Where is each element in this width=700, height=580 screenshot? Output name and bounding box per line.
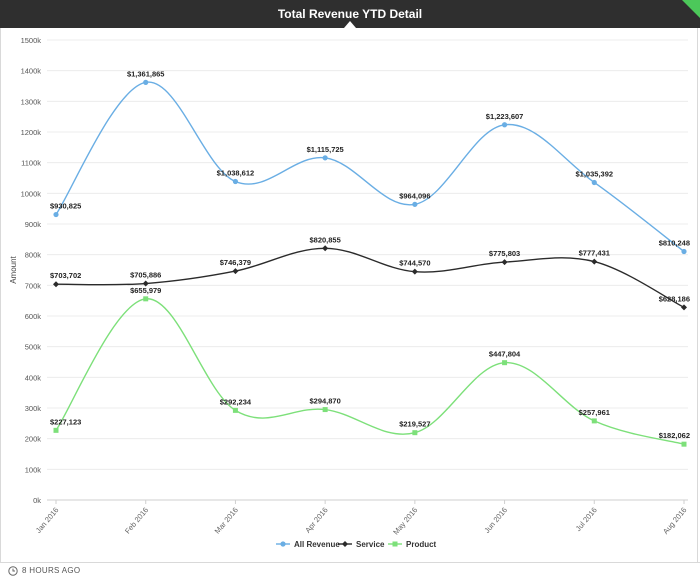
chart-header: Total Revenue YTD Detail [0,0,700,28]
y-tick-label: 600k [25,312,42,321]
data-label-all-revenue: $930,825 [50,202,81,211]
data-label-product: $219,527 [399,420,430,429]
chart-title: Total Revenue YTD Detail [277,7,423,21]
legend: All Revenue Service Product [276,540,437,549]
data-label-all-revenue: $1,115,725 [307,145,344,154]
clock-icon [8,566,18,576]
data-label-service: $746,379 [220,258,251,267]
y-tick-label: 1300k [21,97,42,106]
y-tick-label: 1400k [21,67,42,76]
x-tick-label: Apr 2016 [303,506,329,535]
data-point-product [53,427,59,433]
title-notch [344,21,356,28]
x-axis-ticks: Jan 2016 Feb 2016 Mar 2016 Apr 2016 May 2016… [34,506,689,537]
data-labels: $930,825 $1,361,865 $1,038,612 $1,115,725 $9… [50,69,690,440]
data-point-product [502,360,508,366]
line-chart: 0k 100k 200k 300k 400k 500k 600k 700k 800k 900k 10… [9,36,690,549]
data-label-product: $294,870 [309,397,340,406]
data-point-all-revenue [501,122,508,128]
y-tick-label: 900k [25,220,42,229]
data-label-service: $744,570 [399,259,430,268]
y-tick-label: 0k [33,496,41,505]
y-tick-label: 500k [25,343,42,352]
data-label-all-revenue: $1,361,865 [127,69,165,78]
legend-label-product: Product [406,540,437,549]
y-tick-label: 300k [25,404,42,413]
data-point-product [412,430,418,436]
data-label-service: $628,186 [659,294,690,303]
data-point-all-revenue [232,178,239,185]
x-tick-label: May 2016 [391,506,419,537]
footer: 8 HOURS AGO [0,562,700,580]
data-point-service [142,280,149,287]
y-axis-label: Amount [9,255,18,283]
data-point-product [681,441,687,447]
data-point-service [681,304,687,311]
data-point-all-revenue [143,79,149,85]
data-label-all-revenue: $1,223,607 [486,112,524,121]
data-label-product: $655,979 [130,286,161,295]
x-tick-label: Jul 2016 [574,506,599,534]
x-tick-label: Jun 2016 [482,506,509,535]
x-tick-label: Aug 2016 [661,506,689,536]
x-tick-label: Jan 2016 [34,506,61,535]
data-point-service [53,281,59,288]
data-label-service: $820,855 [309,235,340,244]
data-point-all-revenue [681,248,687,255]
y-axis-ticks: 0k 100k 200k 300k 400k 500k 600k 700k 800k 900k 10… [21,36,42,505]
data-point-product [143,296,149,302]
y-tick-label: 1200k [21,128,42,137]
data-point-product [591,418,597,424]
data-label-all-revenue: $810,248 [659,239,690,248]
data-point-product [322,407,328,413]
data-point-service [322,245,329,252]
y-tick-label: 1500k [21,36,42,45]
last-updated: 8 HOURS AGO [22,566,81,575]
data-label-all-revenue: $1,038,612 [217,168,255,177]
y-tick-label: 200k [25,435,42,444]
legend-marker-all-revenue [280,541,286,547]
series-line-all-revenue [55,81,685,253]
data-label-product: $257,961 [579,408,610,417]
data-point-all-revenue [322,155,328,161]
x-tick-label: Mar 2016 [213,506,240,536]
data-point-service [411,268,418,275]
series-lines [53,79,687,447]
data-label-product: $227,123 [50,417,81,426]
y-tick-label: 700k [25,281,42,290]
series-line-product [55,298,685,445]
data-point-service [232,268,239,275]
data-point-all-revenue [412,201,418,207]
y-tick-label: 100k [25,465,42,474]
y-tick-label: 800k [25,251,42,260]
y-tick-label: 1100k [21,159,41,168]
data-label-service: $777,431 [579,249,610,258]
y-tick-label: 1000k [21,189,42,198]
corner-accent [682,0,700,18]
x-tick-label: Feb 2016 [123,506,150,536]
data-label-product: $182,062 [659,431,690,440]
data-label-product: $292,234 [220,397,252,406]
data-label-all-revenue: $964,096 [399,191,430,200]
legend-label-service: Service [356,540,385,549]
data-point-product [232,407,238,413]
data-label-service: $705,886 [130,271,161,280]
data-point-all-revenue [591,179,597,186]
gridlines [47,39,688,504]
data-point-service [591,258,598,265]
data-label-service: $703,702 [50,271,81,280]
data-point-all-revenue [53,211,59,218]
legend-marker-service [342,541,348,547]
data-point-service [501,259,508,266]
data-label-all-revenue: $1,035,392 [576,169,614,178]
y-tick-label: 400k [25,373,42,382]
legend-marker-product [392,541,398,547]
data-label-product: $447,804 [489,350,521,359]
legend-label-all-revenue: All Revenue [294,540,340,549]
data-label-service: $775,803 [489,249,520,258]
